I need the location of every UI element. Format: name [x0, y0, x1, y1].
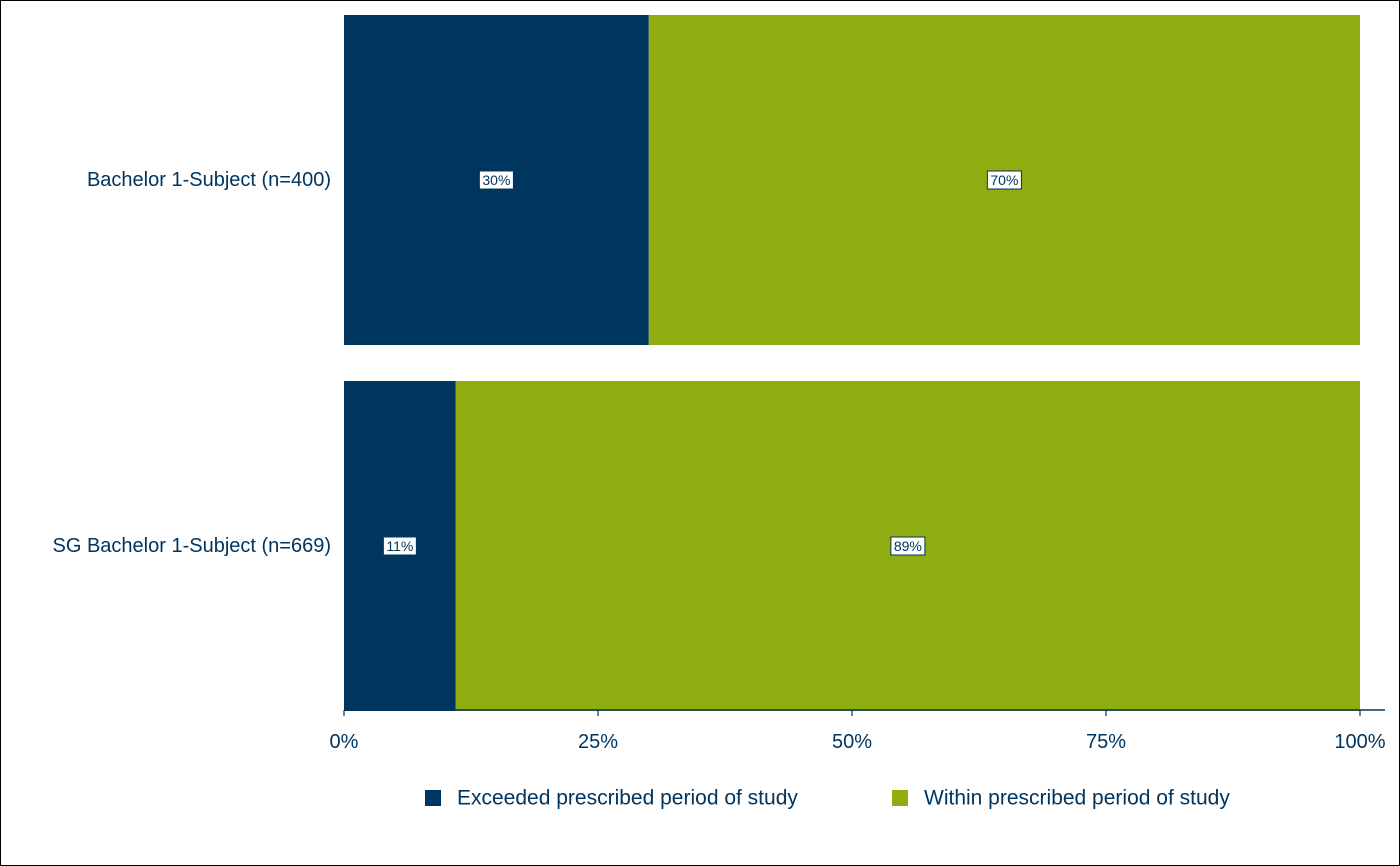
- legend-item: Exceeded prescribed period of study: [425, 787, 798, 810]
- legend-swatch: [425, 790, 441, 806]
- data-label-text: 11%: [386, 538, 413, 554]
- bars-layer: [344, 15, 1360, 711]
- legend-swatch: [892, 790, 908, 806]
- legend-item: Within prescribed period of study: [892, 787, 1230, 810]
- category-labels: Bachelor 1-Subject (n=400) SG Bachelor 1-…: [53, 169, 332, 557]
- x-tick-label: 100%: [1334, 731, 1385, 753]
- legend-label: Exceeded prescribed period of study: [457, 787, 798, 810]
- data-label-box: [382, 536, 417, 556]
- data-label-text: 70%: [990, 172, 1018, 188]
- legend: Exceeded prescribed period of study Withi…: [425, 787, 1230, 810]
- data-label: 89%: [890, 536, 926, 556]
- x-tick-label: 25%: [578, 731, 618, 753]
- data-label-text: 89%: [894, 538, 922, 554]
- data-label-text: 30%: [482, 172, 510, 188]
- data-label-box: [478, 170, 514, 190]
- data-label-box: [890, 536, 926, 556]
- data-label-box: [986, 170, 1022, 190]
- data-label: 70%: [986, 170, 1022, 190]
- data-labels-layer: 30% 70% 11% 89%: [382, 170, 1022, 556]
- x-tick-label: 75%: [1086, 731, 1126, 753]
- category-label: Bachelor 1-Subject (n=400): [87, 169, 331, 191]
- x-tick-label: 0%: [330, 731, 359, 753]
- category-label: SG Bachelor 1-Subject (n=669): [53, 535, 332, 557]
- data-label: 11%: [382, 536, 417, 556]
- x-tick-label: 50%: [832, 731, 872, 753]
- data-label: 30%: [478, 170, 514, 190]
- legend-label: Within prescribed period of study: [924, 787, 1230, 810]
- x-axis: 0% 25% 50% 75% 100%: [330, 709, 1386, 753]
